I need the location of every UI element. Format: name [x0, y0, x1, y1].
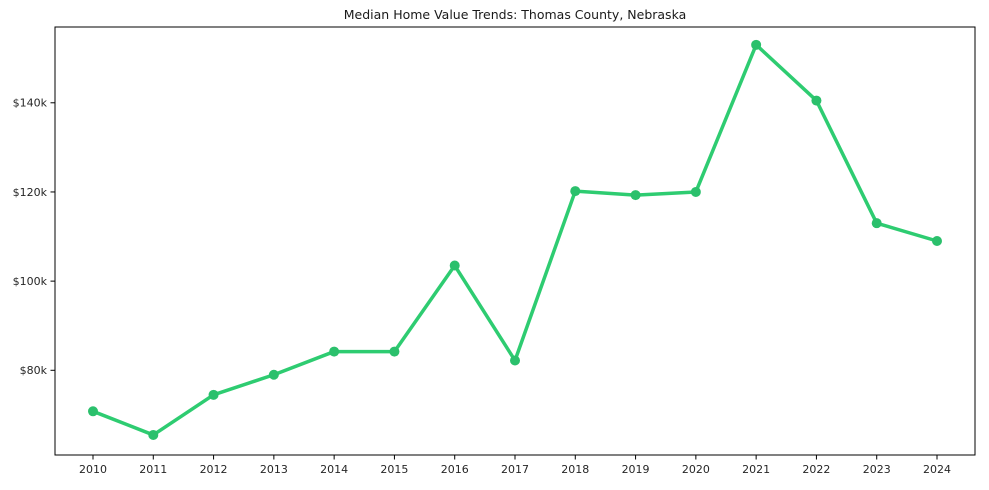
x-axis-tick-label: 2016 [441, 463, 469, 476]
x-axis-tick-label: 2024 [923, 463, 951, 476]
data-point-marker [329, 346, 340, 357]
data-point-marker [88, 406, 98, 417]
axes-frame [54, 26, 976, 456]
data-point-marker [811, 95, 822, 106]
data-point-marker [690, 186, 701, 197]
data-point-marker [871, 218, 882, 229]
x-axis-tick-label: 2022 [802, 463, 830, 476]
data-point-marker [449, 260, 460, 271]
x-axis-tick-label: 2021 [742, 463, 770, 476]
y-axis-tick-label: $140k [13, 97, 48, 110]
data-point-marker [510, 355, 520, 366]
data-point-marker [751, 39, 762, 50]
trend-line [91, 43, 939, 437]
plot-area: $80k $100k $120k $140k 2010 2011 2012 2013 2014 2… [13, 26, 976, 476]
data-point-marker [389, 346, 400, 357]
data-point-marker [932, 236, 942, 246]
y-axis-tick-label: $80k [20, 364, 48, 377]
x-axis-tick-label: 2015 [380, 463, 408, 476]
y-axis-tick-label: $100k [13, 275, 48, 288]
x-axis-tick-label: 2020 [682, 463, 710, 476]
data-point-marker [630, 190, 641, 201]
x-axis-tick-label: 2013 [260, 463, 288, 476]
x-axis-tick-label: 2014 [320, 463, 348, 476]
data-point-marker [570, 186, 581, 197]
data-point-marker [268, 369, 279, 380]
data-point-marker [148, 429, 159, 440]
x-axis-tick-label: 2018 [561, 463, 589, 476]
x-axis-tick-label: 2010 [79, 463, 107, 476]
x-axis-tick-label: 2012 [200, 463, 228, 476]
chart-title: Median Home Value Trends: Thomas County,… [344, 7, 687, 22]
x-axis-tick-label: 2019 [622, 463, 650, 476]
y-axis-tick-label: $120k [13, 186, 48, 199]
x-axis-tick-label: 2011 [139, 463, 167, 476]
data-point-marker [208, 389, 219, 400]
x-axis-tick-label: 2017 [501, 463, 529, 476]
x-axis-tick-label: 2023 [863, 463, 891, 476]
